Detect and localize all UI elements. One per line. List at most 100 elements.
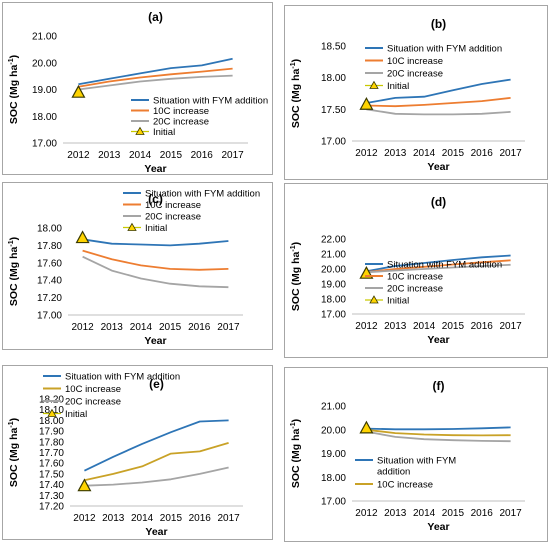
x-tick-label: 2012 <box>355 321 378 332</box>
legend-label: 20C increase <box>145 212 201 223</box>
legend-label: 20C increase <box>387 69 443 80</box>
x-tick-label: 2014 <box>129 150 152 161</box>
y-tick-label: 17.20 <box>37 293 62 304</box>
y-axis-title: SOC (Mg ha-1) <box>290 242 302 311</box>
series-line <box>366 97 511 108</box>
series-line <box>82 255 229 289</box>
x-tick-label: 2016 <box>471 321 494 332</box>
x-tick-label: 2012 <box>67 150 90 161</box>
x-tick-label: 2016 <box>471 508 494 519</box>
y-tick-label: 22.00 <box>321 235 346 246</box>
x-tick-label: 2015 <box>159 322 182 333</box>
x-tick-label: 2016 <box>189 513 212 524</box>
legend-label: 10C increase <box>387 56 443 67</box>
initial-marker <box>359 97 374 110</box>
x-tick-label: 2013 <box>101 322 124 333</box>
x-tick-label: 2013 <box>102 513 125 524</box>
x-axis-title: Year <box>427 521 449 533</box>
x-tick-label: 2016 <box>191 150 214 161</box>
legend-label: 10C increase <box>377 480 433 491</box>
x-tick-label: 2015 <box>442 508 465 519</box>
legend-marker <box>369 295 379 304</box>
legend-label: Situation with FYM addition <box>153 96 268 107</box>
series-line <box>78 74 233 91</box>
y-tick-label: 21.00 <box>321 402 346 413</box>
x-axis-title: Year <box>144 163 166 175</box>
y-tick-label: 17.60 <box>39 459 64 470</box>
x-tick-label: 2013 <box>384 508 407 519</box>
chart-svg: (e) 17.2017.3017.4017.5017.6017.7017.8017… <box>8 372 243 538</box>
y-tick-label: 17.40 <box>39 480 64 491</box>
series-line <box>82 249 229 271</box>
y-tick-label: 18.00 <box>321 73 346 84</box>
legend-label: Initial <box>387 296 409 307</box>
chart-panel-a: (a) 17.00 18.00 19.00 20.00 21.00 2012 2013 2014… <box>2 2 273 175</box>
x-axis-title: Year <box>427 334 449 346</box>
x-tick-label: 2017 <box>499 508 522 519</box>
series-line <box>366 430 511 443</box>
series-line <box>84 419 229 472</box>
legend-label: 10C increase <box>65 384 121 395</box>
y-axis-title: SOC (Mg ha-1) <box>8 418 20 487</box>
y-tick-label: 18.50 <box>321 42 346 53</box>
series-line <box>366 78 511 104</box>
legend-label: Situation with FYM addition <box>387 260 502 271</box>
x-tick-label: 2012 <box>355 148 378 159</box>
chart-title: (b) <box>431 17 446 31</box>
series-line <box>366 259 511 273</box>
x-tick-label: 2012 <box>73 513 96 524</box>
x-axis-title: Year <box>144 335 166 347</box>
chart-title: (d) <box>431 195 446 209</box>
x-tick-label: 2016 <box>471 148 494 159</box>
y-tick-label: 17.50 <box>39 469 64 480</box>
y-tick-label: 17.00 <box>321 310 346 321</box>
legend-label: Situation with FYM addition <box>377 456 456 478</box>
y-tick-label: 17.60 <box>37 258 62 269</box>
chart-panel-e: (e) 17.20 17.30 17.40 17.50 17.60 17.70 17.80 17… <box>2 365 273 540</box>
series-line <box>366 428 511 437</box>
x-tick-label: 2017 <box>221 150 244 161</box>
legend-label: Initial <box>387 81 409 92</box>
legend-label: Situation with FYM addition <box>387 44 502 55</box>
x-axis-title: Year <box>145 526 167 538</box>
series-line <box>366 108 511 116</box>
chart-svg: (d) 17.00 18.00 19.00 20.00 21.00 22.00 2012 201… <box>290 195 525 346</box>
legend-label: 20C increase <box>65 397 121 408</box>
y-tick-label: 21.00 <box>321 250 346 261</box>
series-line <box>82 238 229 247</box>
x-tick-label: 2015 <box>160 150 183 161</box>
x-tick-label: 2017 <box>217 513 240 524</box>
initial-marker <box>75 230 90 244</box>
legend-marker <box>127 222 137 231</box>
chart-title: (e) <box>149 377 164 391</box>
x-tick-label: 2015 <box>442 148 465 159</box>
x-tick-label: 2017 <box>499 321 522 332</box>
legend-label: Initial <box>145 223 167 234</box>
initial-marker <box>71 84 86 98</box>
y-tick-label: 18.00 <box>32 112 57 123</box>
series-line <box>78 67 233 88</box>
y-tick-label: 20.00 <box>321 425 346 436</box>
y-tick-label: 18.00 <box>321 295 346 306</box>
chart-panel-f: (f) 17.00 18.00 19.00 20.00 21.00 2012 2013 2014… <box>284 367 548 542</box>
legend-label: 20C increase <box>387 284 443 295</box>
y-tick-label: 17.90 <box>39 427 64 438</box>
x-tick-label: 2015 <box>442 321 465 332</box>
x-tick-label: 2014 <box>413 508 436 519</box>
legend-label: 10C increase <box>145 200 201 211</box>
series-line <box>84 442 229 482</box>
x-tick-label: 2012 <box>355 508 378 519</box>
x-tick-label: 2017 <box>217 322 240 333</box>
chart-title: (a) <box>148 10 163 24</box>
chart-panel-c: (c) 17.00 17.20 17.40 17.60 17.80 18.00 2012 201… <box>2 182 273 350</box>
y-tick-label: 17.40 <box>37 276 62 287</box>
legend-label: 10C increase <box>387 272 443 283</box>
legend-label: Situation with FYM addition <box>65 372 180 383</box>
legend-marker <box>47 408 57 417</box>
chart-svg: (b) 17.00 17.50 18.00 18.50 2012 2013 2014 2015 2… <box>290 17 525 173</box>
y-tick-label: 21.00 <box>32 32 57 43</box>
legend-marker <box>369 80 379 89</box>
y-tick-label: 19.00 <box>32 85 57 96</box>
y-tick-label: 17.30 <box>39 491 64 502</box>
x-tick-label: 2014 <box>131 513 154 524</box>
